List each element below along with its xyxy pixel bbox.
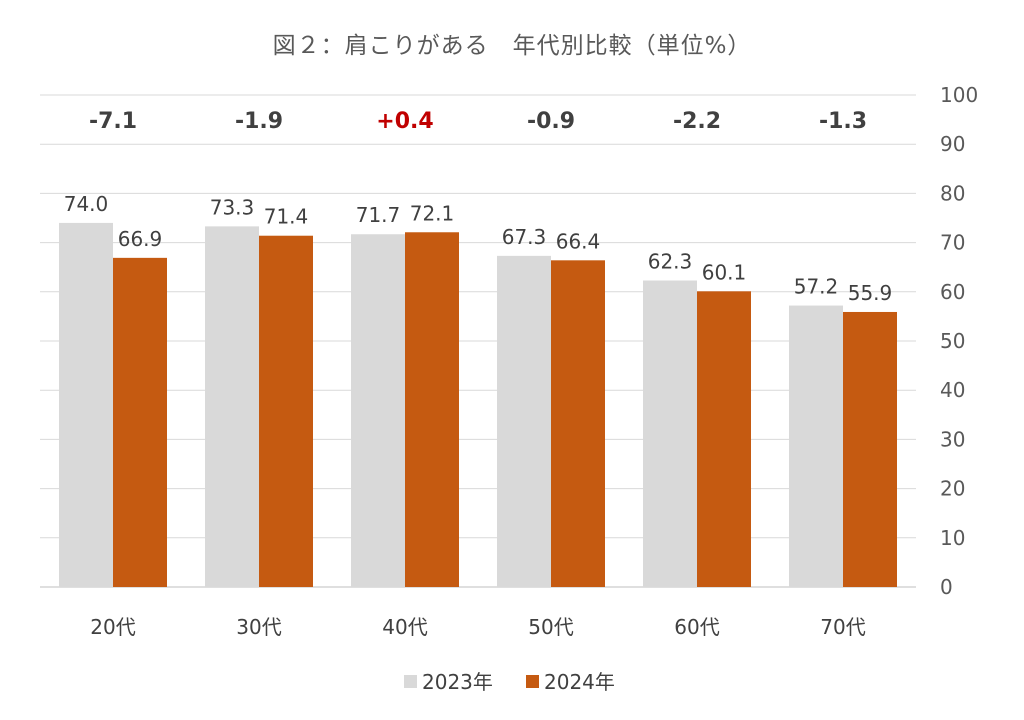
legend-label: 2024年	[544, 670, 615, 694]
bar-2024年-40代	[405, 232, 459, 587]
difference-label: -0.9	[527, 109, 575, 134]
difference-label: -1.9	[235, 109, 283, 134]
bar-2024年-50代	[551, 260, 605, 587]
legend-swatch	[404, 675, 417, 688]
y-tick-label: 90	[940, 132, 965, 156]
legend: 2023年 2024年	[404, 670, 615, 694]
bar-2023年-40代	[351, 234, 405, 587]
bars	[59, 222, 897, 588]
data-labels: 74.0 66.9 73.3 71.4 71.7 72.1 67.3 66.4 62.3 60.1…	[64, 192, 893, 305]
data-label: 71.7	[356, 203, 401, 227]
data-label: 55.9	[848, 281, 893, 305]
y-tick-label: 60	[940, 280, 965, 304]
data-label: 66.9	[118, 227, 163, 251]
y-axis: 0 10 20 30 40 50 60 70 80 90 100	[940, 83, 978, 599]
data-label: 73.3	[210, 195, 255, 219]
gridlines	[40, 94, 916, 588]
data-label: 72.1	[410, 201, 455, 225]
bar-2023年-50代	[497, 255, 551, 587]
x-tick-label: 20代	[90, 615, 135, 639]
bar-2024年-60代	[697, 291, 751, 587]
x-tick-label: 40代	[382, 615, 427, 639]
bar-2024年-70代	[843, 311, 897, 587]
data-label: 60.1	[702, 260, 747, 284]
y-tick-label: 80	[940, 181, 965, 205]
difference-label: -2.2	[673, 109, 721, 134]
legend-label: 2023年	[422, 670, 493, 694]
data-label: 74.0	[64, 192, 109, 216]
difference-label: -1.3	[819, 109, 867, 134]
difference-labels: -7.1 -1.9 +0.4 -0.9 -2.2 -1.3	[89, 109, 867, 134]
bar-2023年-60代	[643, 280, 697, 587]
y-tick-label: 20	[940, 477, 965, 501]
data-label: 71.4	[264, 205, 309, 229]
data-label: 57.2	[794, 275, 839, 299]
bar-2024年-20代	[113, 257, 167, 587]
y-tick-label: 40	[940, 378, 965, 402]
x-axis: 20代 30代 40代 50代 60代 70代	[90, 615, 865, 639]
x-tick-label: 30代	[236, 615, 281, 639]
bar-2023年-70代	[789, 305, 843, 587]
x-tick-label: 70代	[820, 615, 865, 639]
data-label: 67.3	[502, 225, 547, 249]
chart-title: 図２：肩こりがある 年代別比較（単位%）	[272, 33, 752, 59]
y-tick-label: 100	[940, 83, 978, 107]
bar-2023年-30代	[205, 226, 259, 587]
x-tick-label: 50代	[528, 615, 573, 639]
data-label: 62.3	[648, 249, 693, 273]
data-label: 66.4	[556, 229, 601, 253]
y-tick-label: 10	[940, 526, 965, 550]
legend-swatch	[526, 675, 539, 688]
bar-2023年-20代	[59, 222, 113, 588]
x-tick-label: 60代	[674, 615, 719, 639]
y-tick-label: 30	[940, 427, 965, 451]
y-tick-label: 70	[940, 231, 965, 255]
difference-label: +0.4	[376, 109, 433, 134]
y-tick-label: 0	[940, 575, 953, 599]
bar-2024年-30代	[259, 235, 313, 587]
y-tick-label: 50	[940, 329, 965, 353]
difference-label: -7.1	[89, 109, 137, 134]
